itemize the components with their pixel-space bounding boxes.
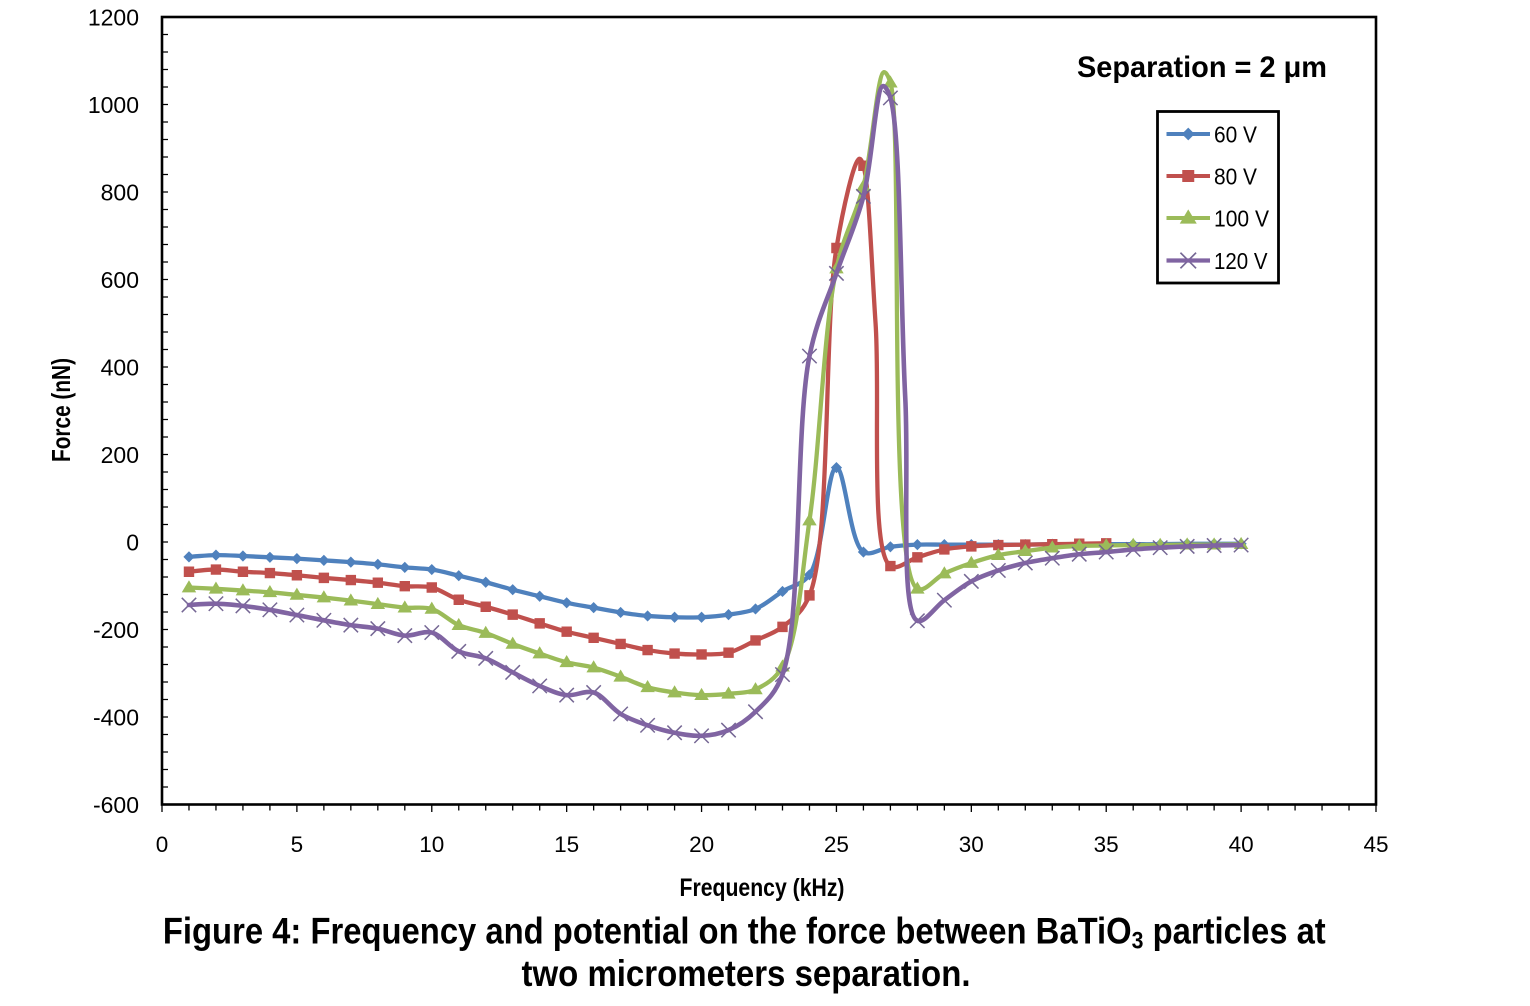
svg-text:40: 40	[1229, 832, 1254, 857]
svg-text:Force (nN): Force (nN)	[46, 358, 76, 462]
svg-text:-200: -200	[93, 617, 139, 643]
svg-text:30: 30	[959, 832, 984, 857]
svg-text:Separation = 2 μm: Separation = 2 μm	[1077, 51, 1327, 84]
svg-text:Figure 4: Frequency and potent: Figure 4: Frequency and potential on the…	[163, 911, 1326, 954]
svg-text:100 V: 100 V	[1214, 205, 1270, 231]
svg-text:35: 35	[1094, 832, 1119, 857]
svg-text:25: 25	[824, 832, 849, 857]
svg-text:80 V: 80 V	[1214, 163, 1258, 189]
svg-text:120 V: 120 V	[1214, 248, 1268, 274]
svg-text:-400: -400	[93, 704, 139, 730]
svg-text:-600: -600	[93, 792, 139, 818]
svg-text:0: 0	[156, 832, 169, 857]
svg-text:Frequency (kHz): Frequency (kHz)	[680, 874, 845, 902]
svg-text:400: 400	[101, 354, 139, 380]
svg-text:0: 0	[126, 529, 139, 555]
svg-text:600: 600	[101, 267, 139, 293]
svg-text:10: 10	[419, 832, 444, 857]
svg-text:200: 200	[101, 442, 139, 468]
svg-text:60 V: 60 V	[1214, 121, 1258, 147]
svg-text:45: 45	[1363, 832, 1388, 857]
svg-text:1200: 1200	[88, 4, 139, 30]
svg-text:20: 20	[689, 832, 714, 857]
svg-text:800: 800	[101, 179, 139, 205]
svg-text:two micrometers separation.: two micrometers separation.	[522, 953, 971, 994]
svg-text:5: 5	[291, 832, 304, 857]
svg-text:1000: 1000	[88, 92, 139, 118]
svg-text:15: 15	[554, 832, 579, 857]
